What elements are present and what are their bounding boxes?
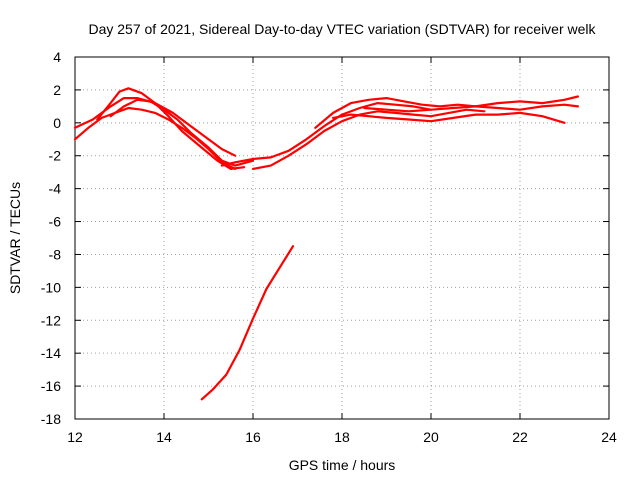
series-line-sat-c <box>96 87 246 170</box>
series-line-sat-d <box>109 98 255 167</box>
series-line-sat-a <box>73 106 237 170</box>
gridlines <box>75 57 609 419</box>
y-tick-label: -14 <box>41 345 61 361</box>
y-tick-label: -8 <box>49 246 62 262</box>
y-tick-label: -10 <box>41 279 61 295</box>
y-tick-label: 0 <box>53 115 61 131</box>
series-line-sat-b <box>73 96 237 157</box>
series-line-sat-g <box>314 95 580 129</box>
y-tick-label: 4 <box>53 49 61 65</box>
series-line-sat-f <box>251 108 486 170</box>
series-line-sat-e <box>220 101 433 167</box>
y-tick-label: -2 <box>49 148 62 164</box>
series-line-sat-h <box>332 111 566 124</box>
y-tick-label: -6 <box>49 214 62 230</box>
x-tick-label: 24 <box>601 429 617 445</box>
y-tick-label: -12 <box>41 312 61 328</box>
y-tick-label: -16 <box>41 378 61 394</box>
x-axis-label: GPS time / hours <box>289 457 396 473</box>
x-tick-label: 14 <box>156 429 172 445</box>
x-tick-labels: 12 14 16 18 20 22 24 <box>67 429 617 445</box>
series-lines <box>73 87 580 401</box>
x-tick-label: 20 <box>423 429 439 445</box>
series-line-sat-j <box>200 245 295 401</box>
x-tick-label: 16 <box>245 429 261 445</box>
x-tick-label: 18 <box>334 429 350 445</box>
y-tick-label: 2 <box>53 82 61 98</box>
axis-ticks <box>74 56 610 420</box>
y-tick-label: -4 <box>49 181 62 197</box>
x-tick-label: 12 <box>67 429 83 445</box>
series-line-sat-i <box>363 103 580 113</box>
x-tick-label: 22 <box>512 429 528 445</box>
y-tick-labels: 4 2 0 -2 -4 -6 -8 -10 -12 -14 -16 -18 <box>41 49 61 427</box>
chart-title: Day 257 of 2021, Sidereal Day-to-day VTE… <box>88 21 596 37</box>
y-axis-label: SDTVAR / TECUs <box>7 182 23 294</box>
y-tick-label: -18 <box>41 411 61 427</box>
